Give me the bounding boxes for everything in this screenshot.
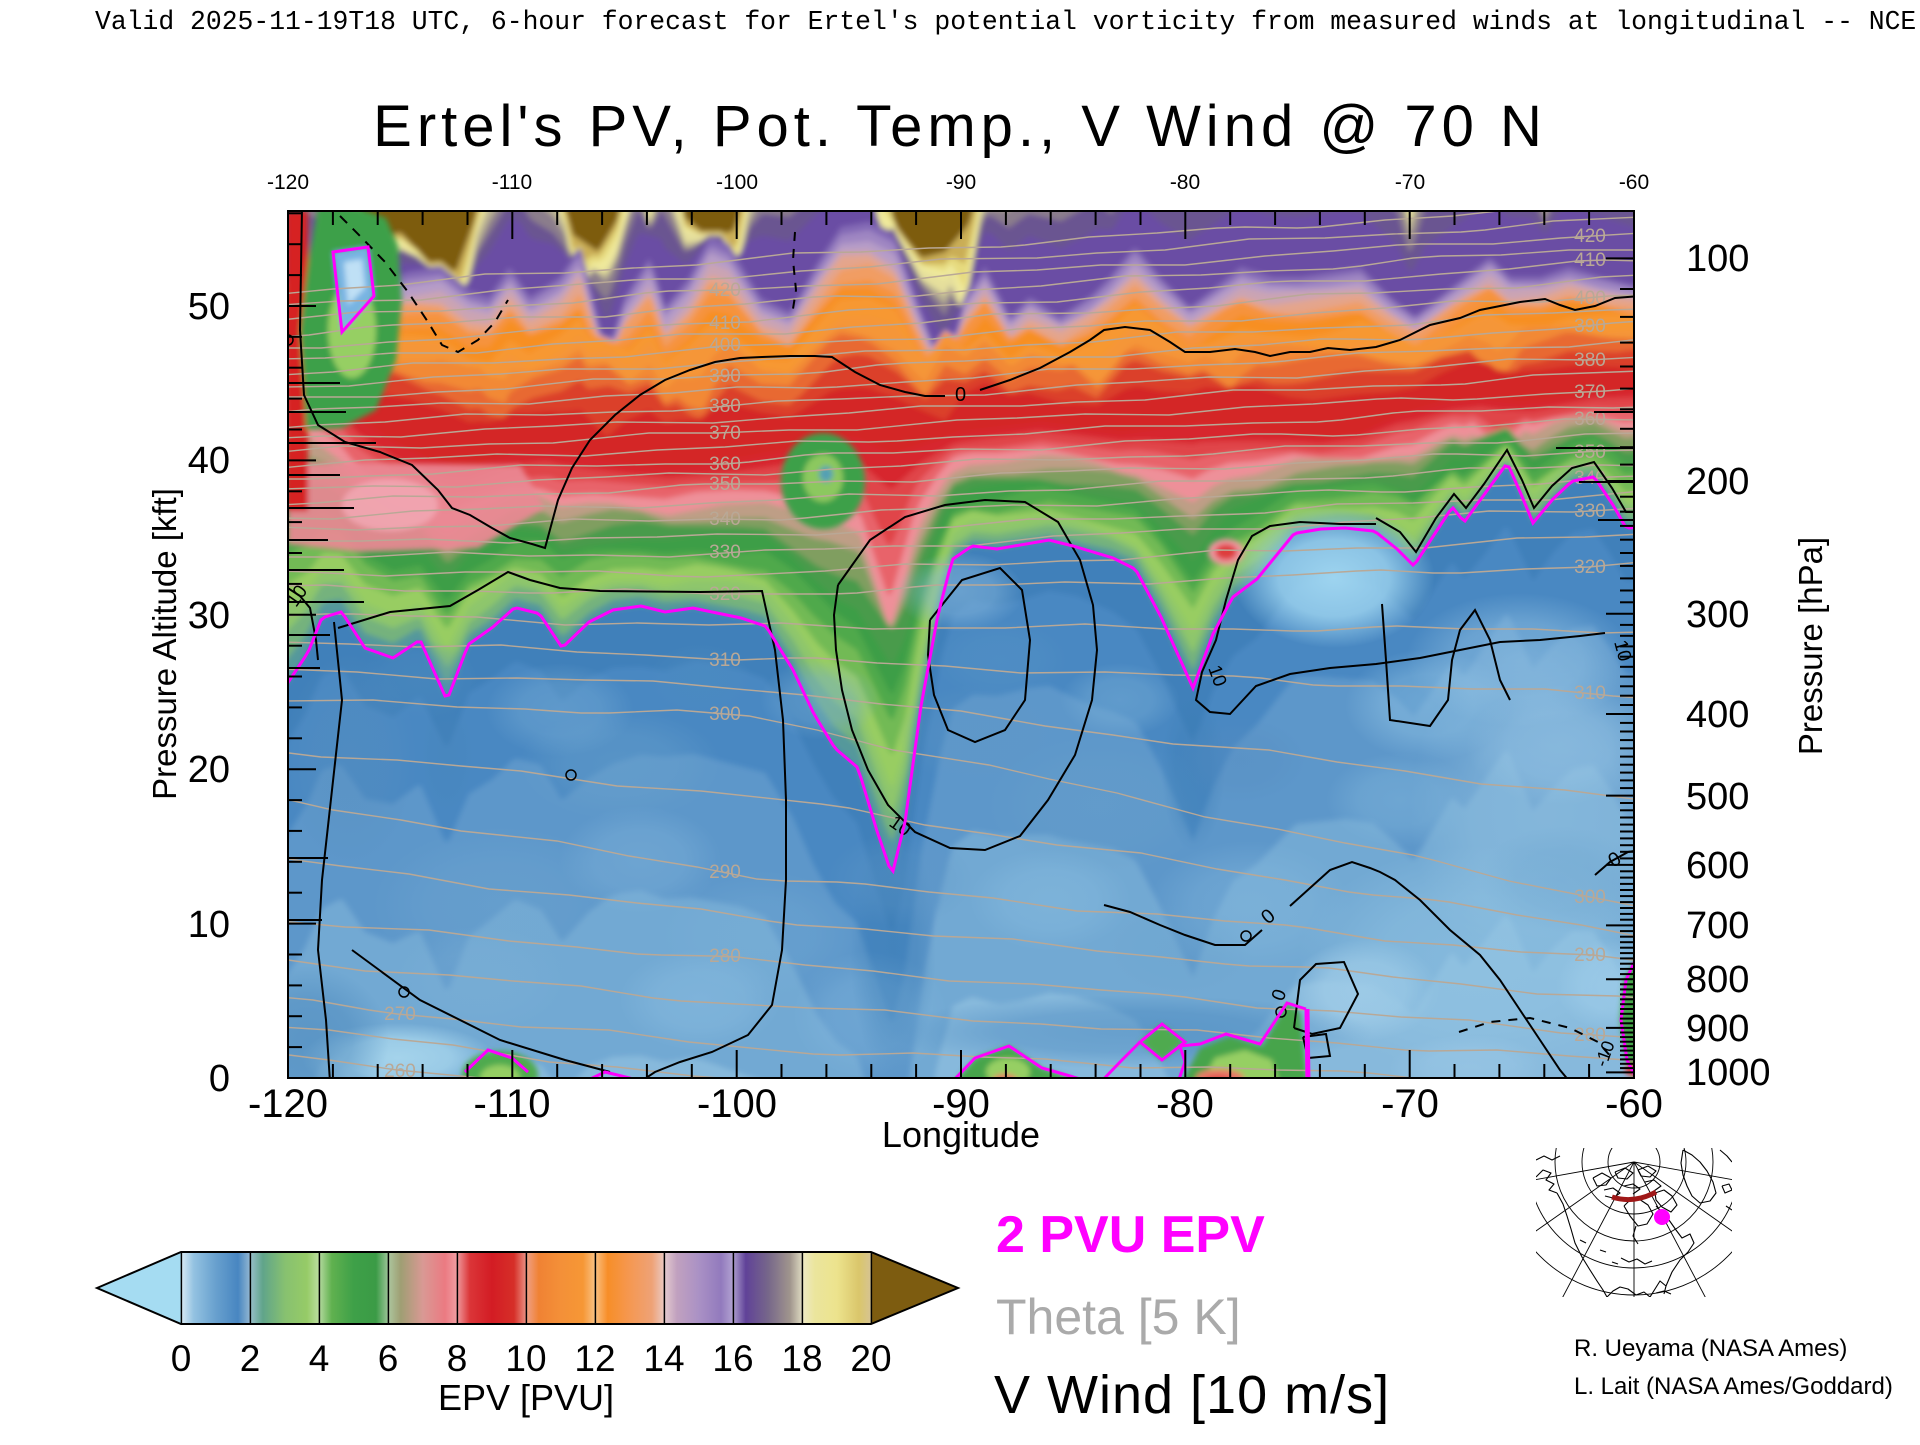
svg-text:18: 18 [781,1338,822,1379]
svg-text:400: 400 [1574,288,1606,309]
svg-text:400: 400 [1686,694,1749,736]
svg-text:380: 380 [709,396,741,417]
svg-text:320: 320 [709,584,741,605]
svg-text:370: 370 [1574,382,1606,403]
svg-text:0: 0 [209,1058,230,1100]
svg-text:L. Lait (NASA Ames/Goddard): L. Lait (NASA Ames/Goddard) [1574,1373,1893,1400]
svg-text:310: 310 [1574,683,1606,704]
svg-text:360: 360 [1574,409,1606,430]
svg-text:420: 420 [1574,226,1606,247]
svg-text:300: 300 [709,704,741,725]
svg-text:340: 340 [709,509,741,530]
svg-text:800: 800 [1686,959,1749,1001]
svg-text:-100: -100 [697,1082,777,1126]
svg-text:16: 16 [712,1338,753,1379]
svg-text:-120: -120 [248,1082,328,1126]
svg-text:-60: -60 [1605,1082,1663,1126]
svg-text:330: 330 [1574,501,1606,522]
svg-text:50: 50 [188,286,230,328]
svg-text:350: 350 [709,474,741,495]
svg-text:300: 300 [1686,594,1749,636]
svg-text:Longitude: Longitude [882,1114,1040,1155]
svg-text:R. Ueyama (NASA Ames): R. Ueyama (NASA Ames) [1574,1335,1847,1362]
svg-text:20: 20 [188,749,230,791]
svg-text:1000: 1000 [1686,1052,1771,1094]
svg-text:350: 350 [1574,442,1606,463]
svg-text:Pressure [hPa]: Pressure [hPa] [1792,537,1829,755]
svg-text:320: 320 [1574,557,1606,578]
svg-text:2: 2 [240,1338,261,1379]
svg-text:-110: -110 [492,171,532,194]
svg-text:10: 10 [505,1338,546,1379]
svg-text:310: 310 [709,650,741,671]
svg-text:390: 390 [709,366,741,387]
svg-text:12: 12 [574,1338,615,1379]
svg-text:280: 280 [709,946,741,967]
svg-text:270: 270 [384,1004,416,1025]
svg-text:-120: -120 [267,171,309,194]
svg-text:-90: -90 [932,1082,990,1126]
svg-text:420: 420 [709,280,741,301]
svg-text:410: 410 [709,313,741,334]
svg-text:260: 260 [384,1061,416,1082]
svg-text:V Wind [10 m/s]: V Wind [10 m/s] [994,1365,1390,1425]
svg-text:-80: -80 [1170,171,1200,194]
svg-text:14: 14 [643,1338,684,1379]
svg-text:410: 410 [1574,250,1606,271]
svg-text:0: 0 [955,384,966,406]
svg-text:Pressure Altitude [kft]: Pressure Altitude [kft] [146,488,183,800]
svg-text:6: 6 [378,1338,399,1379]
svg-text:500: 500 [1686,776,1749,818]
svg-text:600: 600 [1686,845,1749,887]
svg-text:20: 20 [850,1338,891,1379]
svg-text:100: 100 [1686,238,1749,280]
svg-text:-70: -70 [1381,1082,1439,1126]
svg-text:400: 400 [709,335,741,356]
svg-text:700: 700 [1686,905,1749,947]
svg-text:40: 40 [188,440,230,482]
svg-text:370: 370 [709,423,741,444]
svg-text:Ertel's PV, Pot. Temp., V Wind: Ertel's PV, Pot. Temp., V Wind @ 70 N [373,94,1547,159]
svg-text:Valid 2025-11-19T18 UTC, 6-hou: Valid 2025-11-19T18 UTC, 6-hour forecast… [95,7,1916,37]
svg-text:-100: -100 [716,171,758,194]
svg-text:290: 290 [1574,945,1606,966]
svg-text:360: 360 [709,454,741,475]
svg-text:Theta [5 K]: Theta [5 K] [996,1289,1241,1345]
svg-text:30: 30 [188,595,230,637]
svg-text:200: 200 [1686,461,1749,503]
svg-text:8: 8 [447,1338,468,1379]
svg-text:2 PVU EPV: 2 PVU EPV [996,1206,1265,1264]
svg-text:280: 280 [1574,1025,1606,1046]
svg-text:-70: -70 [1395,171,1425,194]
svg-text:EPV [PVU]: EPV [PVU] [438,1377,614,1418]
svg-text:-110: -110 [473,1082,550,1126]
svg-text:-80: -80 [1156,1082,1214,1126]
svg-text:10: 10 [188,904,230,946]
svg-text:390: 390 [1574,316,1606,337]
svg-text:380: 380 [1574,350,1606,371]
svg-text:4: 4 [309,1338,330,1379]
svg-text:290: 290 [709,862,741,883]
svg-text:300: 300 [1574,887,1606,908]
svg-text:0: 0 [171,1338,192,1379]
svg-text:-60: -60 [1619,171,1649,194]
svg-text:330: 330 [709,542,741,563]
svg-text:-90: -90 [946,171,976,194]
svg-text:900: 900 [1686,1008,1749,1050]
